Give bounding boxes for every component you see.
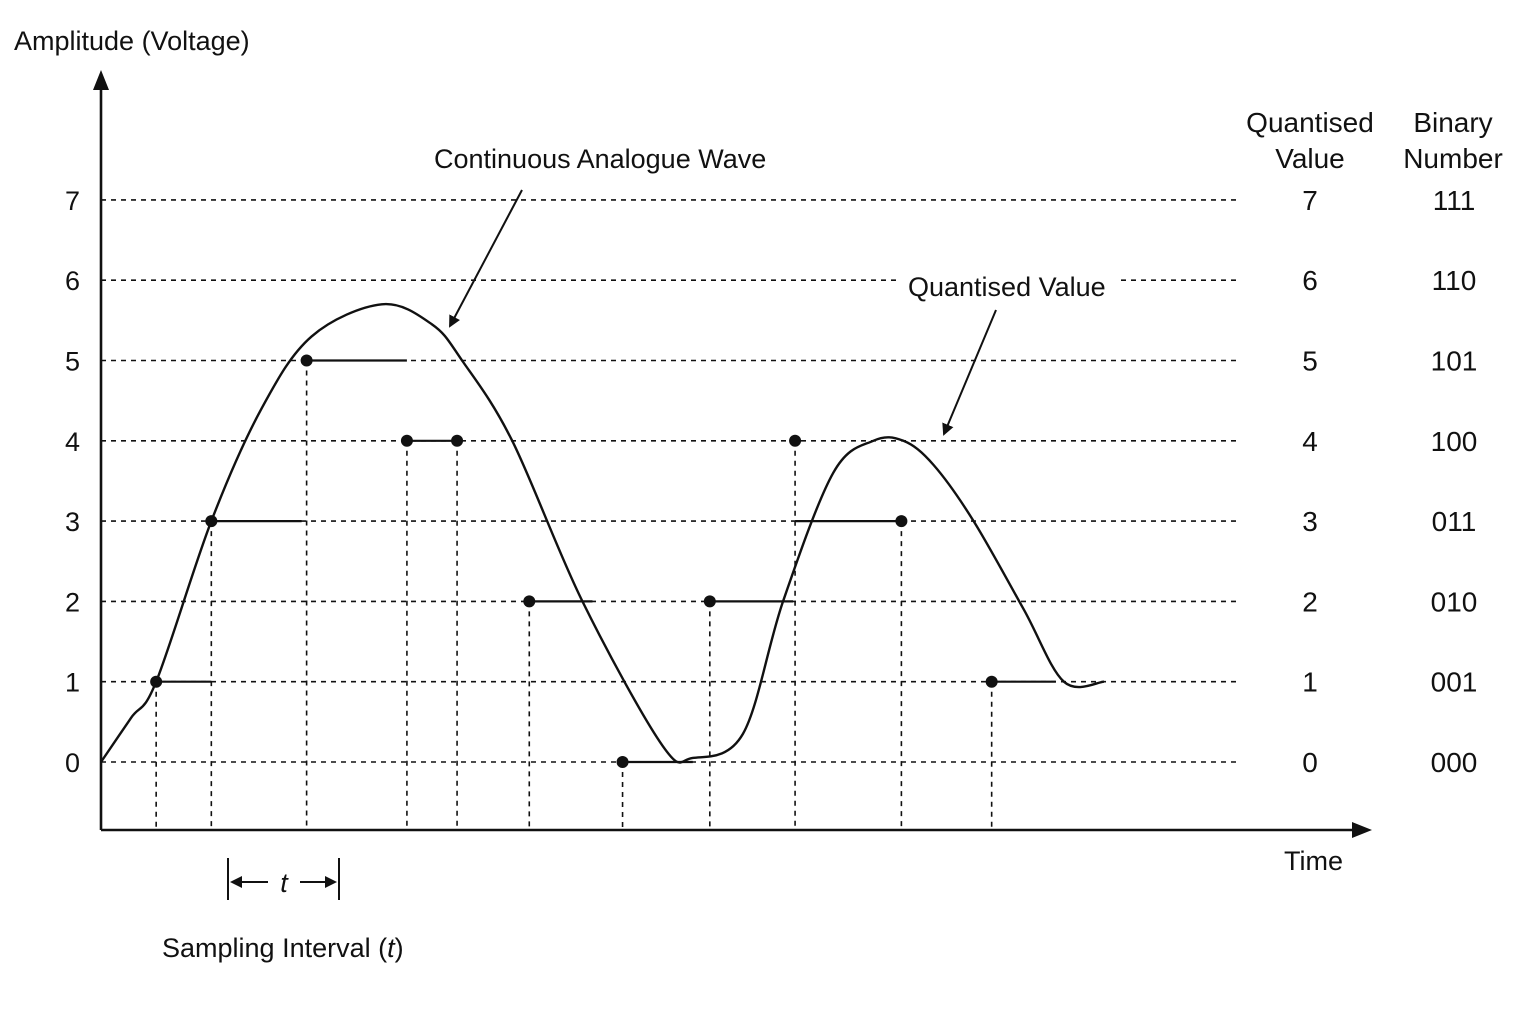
binary-number-0: 000 — [1431, 747, 1478, 778]
quantised-value-4: 4 — [1302, 426, 1318, 457]
sample-point — [895, 515, 908, 528]
quantised-header-line1: Quantised — [1246, 107, 1374, 138]
sample-point — [150, 675, 163, 688]
interval-symbol: t — [280, 868, 289, 898]
quantised-value-5: 5 — [1302, 346, 1318, 377]
level-label-3: 3 — [65, 507, 80, 537]
level-labels: 0 1 2 3 4 5 6 7 — [65, 186, 80, 778]
level-label-7: 7 — [65, 186, 80, 216]
sample-point — [616, 756, 629, 768]
wave-annotation-label: Continuous Analogue Wave — [434, 144, 766, 174]
binary-header-line1: Binary — [1413, 107, 1492, 138]
quantised-hold-lines — [156, 359, 1056, 764]
sample-points — [150, 354, 998, 768]
quantised-value-2: 2 — [1302, 586, 1318, 617]
binary-number-1: 001 — [1431, 667, 1478, 698]
sample-point — [523, 595, 536, 608]
binary-header-line2: Number — [1403, 143, 1503, 174]
quantised-value-0: 0 — [1302, 747, 1318, 778]
binary-number-2: 010 — [1431, 586, 1478, 617]
quantised-value-column: 0 1 2 3 4 5 6 7 — [1302, 185, 1318, 778]
sampling-interval-var: t — [387, 933, 396, 963]
y-axis-arrowhead — [93, 70, 109, 90]
binary-number-3: 011 — [1432, 506, 1477, 537]
level-label-6: 6 — [65, 266, 80, 296]
quantised-value-7: 7 — [1302, 185, 1318, 216]
quantised-value-3: 3 — [1302, 506, 1318, 537]
quantised-annotation-arrow — [942, 309, 997, 436]
quantised-annotation-label: Quantised Value — [908, 272, 1106, 302]
sample-point — [789, 434, 802, 447]
level-label-2: 2 — [65, 587, 80, 617]
sample-point — [703, 595, 716, 608]
sample-point — [300, 354, 313, 367]
binary-number-6: 110 — [1432, 265, 1477, 296]
level-label-0: 0 — [65, 748, 80, 778]
level-label-1: 1 — [65, 668, 80, 698]
continuous-analogue-wave — [100, 302, 1105, 764]
quantised-value-1: 1 — [1302, 667, 1318, 698]
sampling-interval-suffix: ) — [395, 933, 404, 963]
sample-point — [205, 515, 218, 528]
level-label-4: 4 — [65, 427, 80, 457]
sample-point — [400, 434, 413, 447]
sample-point — [985, 675, 998, 688]
level-label-5: 5 — [65, 347, 80, 377]
binary-number-5: 101 — [1431, 346, 1478, 377]
sampling-interval-prefix: Sampling Interval ( — [162, 933, 387, 963]
y-axis-title: Amplitude (Voltage) — [14, 26, 250, 56]
binary-number-7: 111 — [1433, 185, 1476, 216]
wave-annotation-arrow — [449, 189, 523, 328]
x-axis-title: Time — [1284, 846, 1343, 876]
quantised-header-line2: Value — [1275, 143, 1345, 174]
binary-number-4: 100 — [1431, 426, 1478, 457]
sample-droplines — [155, 360, 993, 830]
sample-point — [451, 434, 464, 447]
quantised-value-6: 6 — [1302, 265, 1318, 296]
x-axis-arrowhead — [1352, 822, 1372, 838]
sampling-interval-label: Sampling Interval (t) — [162, 933, 404, 963]
quantised-label-backing — [898, 264, 1118, 304]
binary-number-column: 000 001 010 011 100 101 110 111 — [1431, 185, 1478, 778]
